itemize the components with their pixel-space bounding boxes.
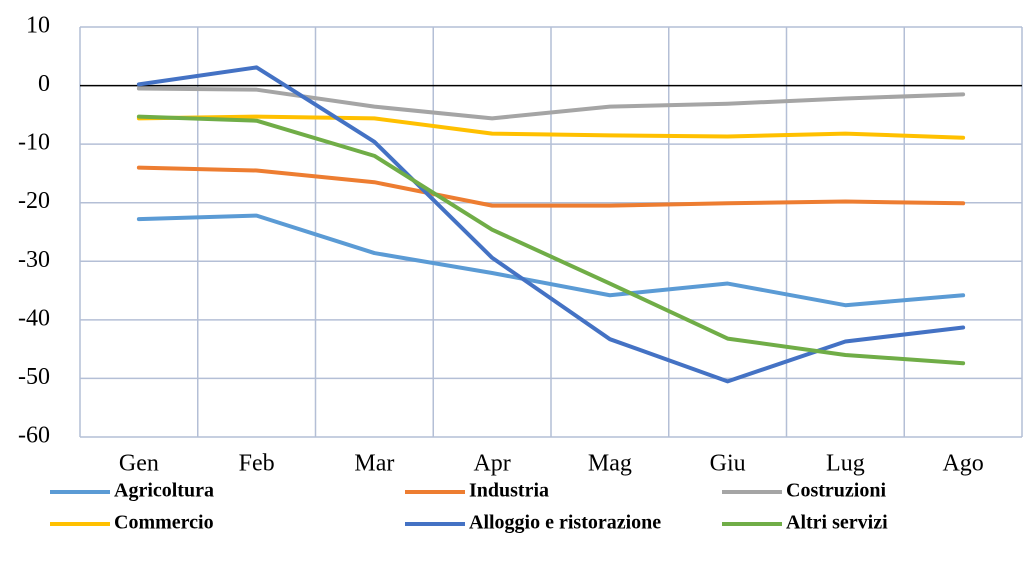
y-tick-label: -40	[18, 305, 50, 331]
x-tick-label: Giu	[710, 451, 746, 477]
legend-label: Alloggio e ristorazione	[469, 512, 661, 534]
series-line	[136, 114, 966, 140]
x-tick-label: Lug	[826, 451, 865, 477]
series-line	[136, 213, 966, 308]
y-tick-label: -60	[18, 423, 50, 449]
series-line	[136, 86, 966, 121]
legend-label: Commercio	[114, 512, 214, 534]
legend-label: Costruzioni	[786, 480, 886, 502]
series-line	[136, 114, 966, 366]
x-tick-label: Ago	[942, 451, 983, 477]
x-tick-label: Apr	[473, 451, 510, 477]
legend-label: Altri servizi	[786, 512, 888, 534]
series-line	[136, 165, 966, 208]
series-line	[136, 65, 966, 384]
y-tick-label: 0	[38, 71, 50, 97]
y-tick-label: 10	[26, 13, 50, 39]
y-tick-label: -20	[18, 188, 50, 214]
y-tick-label: -30	[18, 247, 50, 273]
x-tick-label: Feb	[239, 451, 275, 477]
y-tick-label: -10	[18, 130, 50, 156]
x-tick-label: Gen	[119, 451, 159, 477]
legend-label: Agricoltura	[114, 480, 214, 502]
y-tick-label: -50	[18, 364, 50, 390]
x-tick-label: Mag	[588, 451, 632, 477]
x-tick-label: Mar	[354, 451, 394, 477]
legend-label: Industria	[469, 480, 549, 502]
